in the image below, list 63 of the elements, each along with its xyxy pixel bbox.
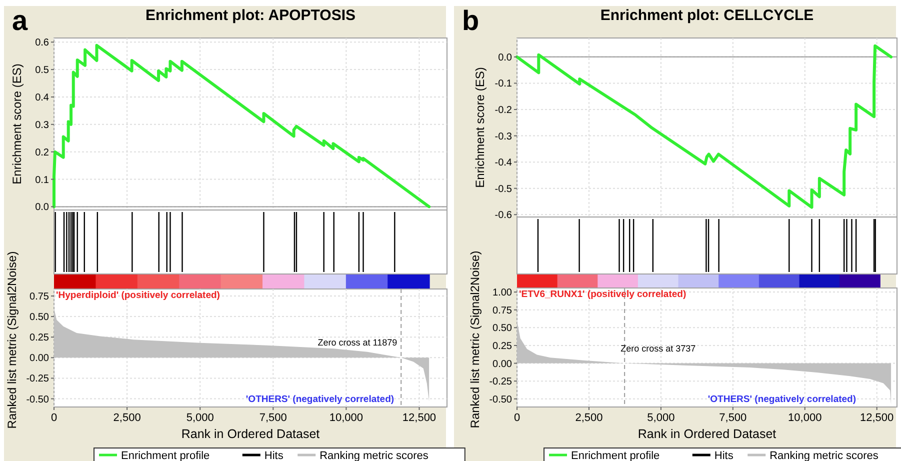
legend-label: Ranking metric scores	[770, 450, 879, 461]
text: a	[12, 5, 28, 36]
text: b	[462, 5, 480, 36]
x-tick-label: 2,500	[575, 412, 603, 424]
y-axis-title: Ranked list metric (Signal2Noise)	[468, 250, 482, 428]
y-tick-label: -0.50	[489, 394, 512, 406]
annotation: Zero cross at 3737	[620, 343, 696, 354]
x-tick-label: 10,000	[788, 412, 822, 424]
x-tick-label: 7,500	[719, 412, 747, 424]
y-tick-label: 0.25	[492, 340, 512, 352]
y-tick-label: 0.25	[30, 332, 50, 344]
y-tick-label: -0.25	[489, 376, 512, 388]
y-tick-label: 0.1	[35, 174, 50, 186]
x-tick-label: 7,500	[259, 412, 287, 424]
y-tick-label: 0.00	[492, 358, 512, 370]
x-axis-title: Rank in Ordered Dataset	[181, 427, 320, 441]
y-tick-label: -0.3	[494, 131, 512, 142]
y-tick-label: -0.6	[494, 210, 512, 222]
legend-label: Hits	[714, 450, 734, 461]
y-tick-label: 0.0	[498, 52, 512, 64]
y-tick-label: -0.5	[494, 184, 512, 195]
chart-title: Enrichment plot: CELLCYCLE	[600, 7, 814, 24]
y-tick-label: 0.50	[492, 323, 512, 334]
legend-label: Enrichment profile	[121, 450, 210, 461]
y-axis-title: Enrichment score (ES)	[10, 64, 24, 184]
annotation: 'OTHERS' (negatively correlated)	[708, 394, 856, 405]
line-series	[52, 44, 431, 208]
y-tick-label: 0.5	[35, 65, 50, 76]
x-tick-label: 0	[514, 412, 520, 424]
y-tick-label: -0.50	[26, 394, 50, 406]
x-tick-label: 12,500	[860, 412, 894, 424]
y-tick-label: 0.6	[35, 38, 50, 49]
x-tick-label: 5,000	[186, 412, 214, 424]
annotation: 'ETV6_RUNX1' (positively correlated)	[519, 289, 686, 300]
x-axis-title: Rank in Ordered Dataset	[638, 427, 777, 441]
x-tick-label: 5,000	[647, 412, 675, 424]
y-tick-label: -0.25	[26, 374, 50, 385]
x-tick-label: 0	[50, 412, 58, 424]
y-tick-label: 0.75	[492, 305, 512, 316]
y-tick-label: -0.1	[494, 78, 512, 90]
y-tick-label: 0.2	[35, 147, 50, 158]
y-tick-label: 0.3	[35, 120, 50, 131]
line-series	[516, 44, 893, 209]
y-tick-label: -0.2	[494, 104, 512, 116]
annotation: 'OTHERS' (negatively correlated)	[246, 394, 394, 405]
chart-title: Enrichment plot: APOPTOSIS	[145, 7, 356, 24]
y-tick-label: 0.00	[30, 353, 50, 364]
legend-label: Ranking metric scores	[320, 450, 429, 461]
annotation: Zero cross at 11879	[318, 338, 398, 348]
x-tick-label: 2,500	[113, 412, 141, 424]
y-axis-title: Enrichment score (ES)	[473, 67, 487, 188]
annotation: 'Hyperdiploid' (positively correlated)	[56, 290, 220, 301]
x-tick-label: 12,500	[402, 412, 436, 424]
y-tick-label: -0.4	[494, 158, 512, 169]
legend-label: Enrichment profile	[571, 450, 660, 461]
x-tick-label: 10,000	[329, 412, 364, 424]
legend-label: Hits	[264, 450, 284, 461]
y-tick-label: 0.4	[35, 92, 50, 104]
y-tick-label: 0.0	[35, 202, 50, 214]
y-tick-label: 1.00	[492, 288, 512, 299]
y-axis-title: Ranked list metric (Signal2Noise)	[5, 251, 19, 429]
y-tick-label: 0.75	[30, 291, 50, 302]
y-tick-label: 0.50	[30, 312, 50, 324]
